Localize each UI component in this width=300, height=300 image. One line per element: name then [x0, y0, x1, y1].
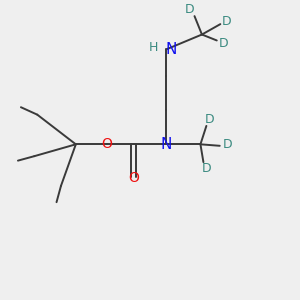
Text: O: O [101, 137, 112, 151]
Text: N: N [160, 137, 172, 152]
Text: D: D [205, 113, 214, 126]
Text: D: D [218, 37, 228, 50]
Text: D: D [222, 138, 232, 151]
Text: O: O [128, 170, 139, 184]
Text: H: H [149, 41, 158, 54]
Text: N: N [165, 42, 176, 57]
Text: D: D [222, 15, 232, 28]
Text: D: D [202, 162, 211, 175]
Text: D: D [184, 3, 194, 16]
